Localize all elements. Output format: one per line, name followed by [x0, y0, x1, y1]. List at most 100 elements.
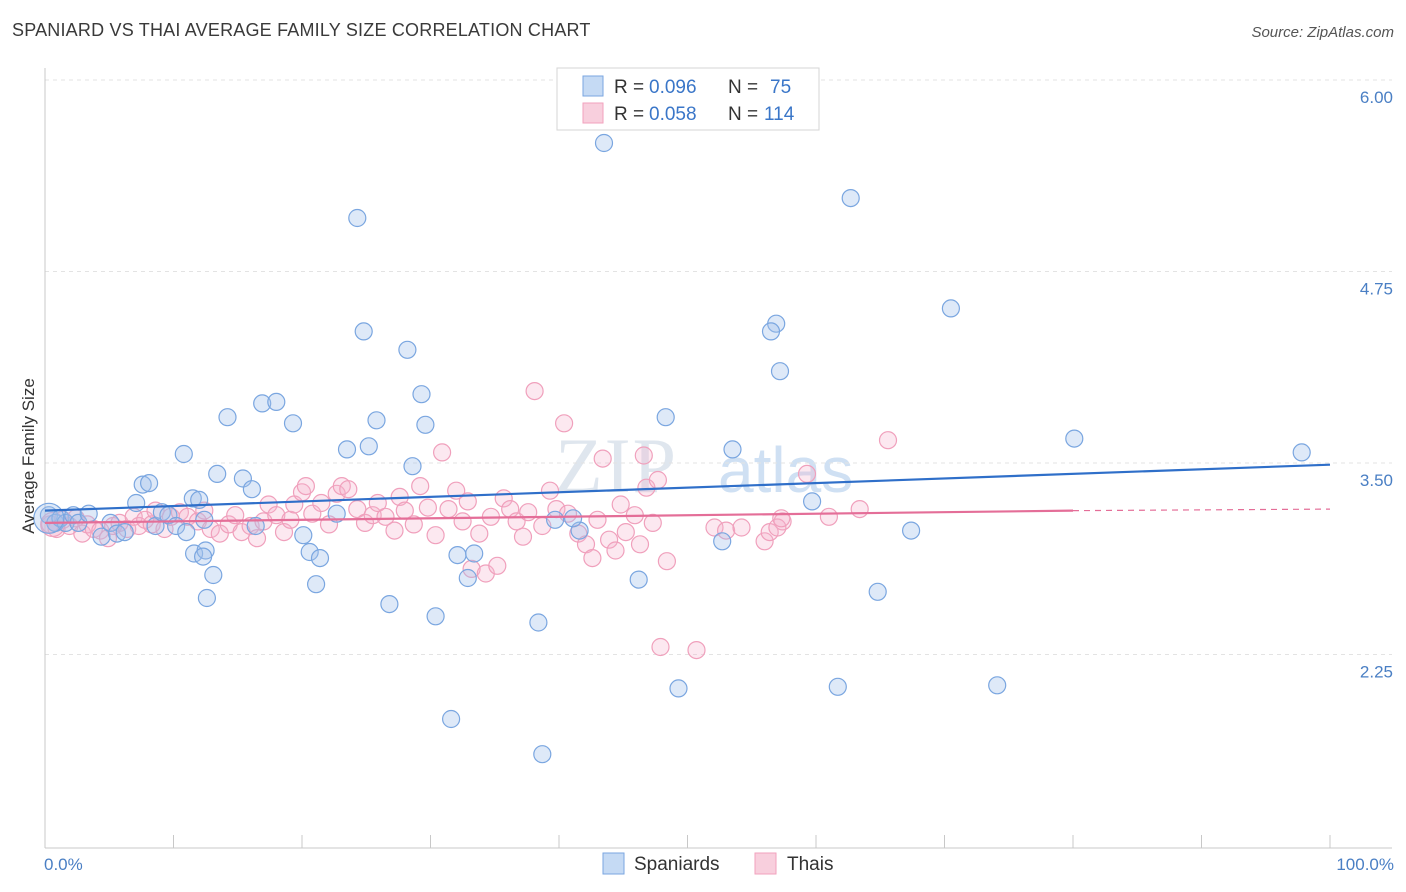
- thai-point: [583, 548, 602, 568]
- spaniard-point: [194, 547, 213, 566]
- spaniard-point: [204, 565, 223, 585]
- x-ticks: [44, 835, 1331, 848]
- spaniard-point: [174, 444, 193, 464]
- thai-point: [312, 493, 331, 513]
- x-tick-label-max: 100.0%: [1336, 855, 1394, 874]
- thai-point: [439, 500, 458, 519]
- spaniard-point: [367, 411, 386, 430]
- thai-point: [651, 637, 670, 657]
- spaniard-point: [307, 575, 326, 594]
- thai-point: [611, 495, 630, 514]
- thai-point: [525, 382, 544, 401]
- thai-point: [385, 521, 404, 540]
- spaniard-point: [594, 133, 614, 153]
- thais-trend-extension: [1072, 508, 1331, 512]
- thai-point: [797, 464, 817, 483]
- thai-point: [296, 477, 315, 496]
- spaniard-point: [442, 709, 461, 729]
- thai-point: [606, 541, 625, 560]
- thai-point: [513, 527, 533, 546]
- spaniard-point: [398, 340, 417, 359]
- spaniard-point: [246, 516, 265, 536]
- spaniard-point: [901, 521, 921, 540]
- y-tick-labels: 2.25 3.50 4.75 6.00: [1360, 88, 1393, 682]
- spaniard-point: [656, 408, 675, 427]
- thai-point: [755, 532, 774, 551]
- spaniard-point: [183, 489, 202, 508]
- spaniard-point: [723, 440, 742, 459]
- thai-point: [470, 524, 489, 543]
- spaniard-points: [33, 133, 1311, 764]
- thai-point: [850, 500, 869, 519]
- y-axis-label: Average Family Size: [19, 378, 38, 534]
- thai-point: [593, 449, 612, 468]
- thai-point: [376, 507, 395, 526]
- thai-point: [458, 492, 477, 511]
- spaniard-point: [403, 457, 422, 476]
- spaniard-point: [868, 582, 887, 601]
- thai-point: [453, 512, 472, 531]
- series-legend: Spaniards Thais: [602, 852, 833, 875]
- thai-point: [73, 524, 92, 543]
- spaniard-point: [529, 613, 548, 632]
- spaniard-point: [107, 524, 127, 543]
- spaniard-point: [761, 322, 781, 341]
- spaniard-point: [294, 526, 313, 545]
- thai-point: [634, 446, 653, 465]
- spaniard-point: [115, 522, 134, 542]
- thai-point: [643, 513, 662, 533]
- spaniards-trend-line: [44, 463, 1331, 512]
- spaniard-point: [669, 679, 688, 698]
- thai-point: [426, 526, 445, 545]
- spaniard-point: [92, 527, 111, 546]
- spaniard-point: [412, 385, 431, 404]
- thai-point: [411, 477, 430, 496]
- bottom-legend-spaniards: Spaniards: [634, 854, 720, 875]
- legend-n-spaniards: 75: [770, 77, 791, 98]
- thai-point: [588, 510, 607, 529]
- y-tick-label: 6.00: [1360, 88, 1393, 107]
- spaniard-point: [300, 542, 319, 562]
- spaniard-point: [337, 440, 357, 459]
- legend-swatch-spaniards: [582, 75, 604, 97]
- spaniard-point: [841, 189, 860, 208]
- thai-point: [705, 518, 724, 537]
- spaniard-point: [195, 510, 214, 529]
- spaniard-point: [448, 545, 467, 565]
- legend-swatch-thais: [582, 102, 604, 124]
- spaniard-point: [79, 504, 98, 523]
- spaniard-point: [1065, 429, 1084, 448]
- spaniard-point: [354, 322, 373, 341]
- spaniard-point: [1292, 443, 1311, 462]
- thai-point: [540, 481, 560, 500]
- thai-point: [616, 522, 635, 542]
- bottom-legend-swatch-thais: [754, 852, 777, 875]
- spaniard-point: [533, 745, 552, 764]
- thai-point: [339, 480, 358, 499]
- grid: [45, 79, 1392, 655]
- y-tick-label: 3.50: [1360, 471, 1393, 490]
- thai-point: [195, 501, 214, 520]
- spaniard-point: [283, 414, 303, 433]
- spaniard-point: [458, 568, 477, 588]
- spaniard-point: [380, 594, 399, 614]
- legend-n-thais: 114: [764, 104, 795, 125]
- spaniard-point: [828, 677, 847, 696]
- stats-legend: R = 0.096 N = 75 R = 0.058 N = 114: [556, 67, 820, 131]
- thai-point: [599, 530, 619, 549]
- thai-point: [732, 518, 751, 537]
- spaniard-point: [253, 394, 272, 413]
- legend-r-label-spaniards: R =: [614, 77, 644, 98]
- thai-point: [226, 506, 245, 525]
- spaniard-point: [359, 437, 378, 456]
- spaniard-point: [242, 480, 261, 499]
- spaniard-point: [267, 392, 286, 411]
- thai-point: [772, 509, 791, 528]
- thai-point: [433, 443, 452, 462]
- thais-trend-line: [44, 509, 1074, 524]
- spaniard-point: [140, 474, 159, 493]
- thai-point: [716, 521, 736, 540]
- thai-point: [657, 552, 677, 571]
- bottom-legend-swatch-spaniards: [602, 852, 625, 875]
- thai-point: [630, 535, 650, 554]
